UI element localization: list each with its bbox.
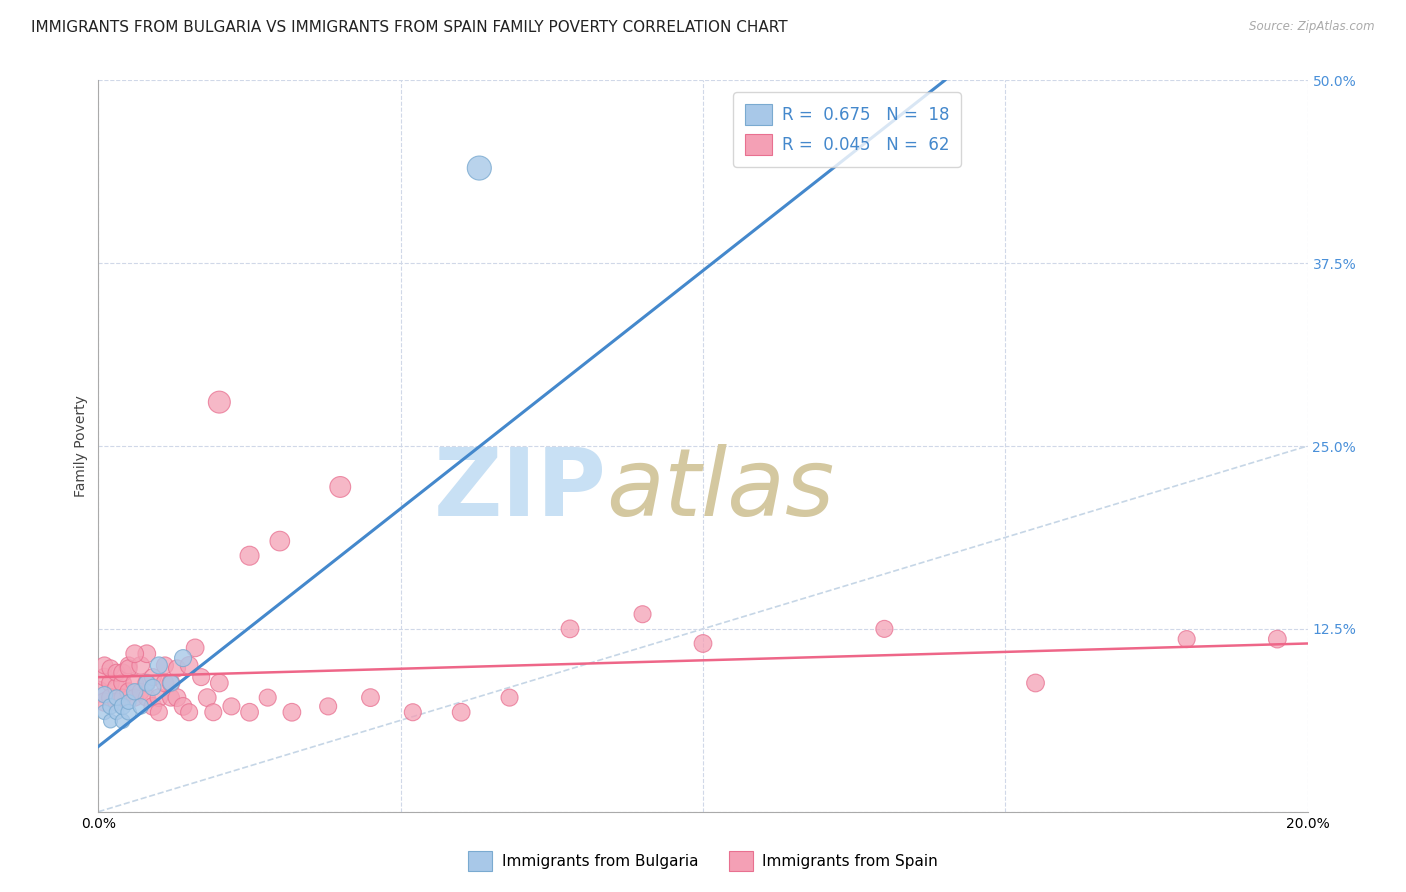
Point [111, 665, 134, 680]
Point [316, 699, 339, 714]
Point [124, 690, 146, 705]
Legend: Immigrants from Bulgaria, Immigrants from Spain: Immigrants from Bulgaria, Immigrants fro… [463, 846, 943, 877]
Point [135, 690, 157, 705]
Point [692, 636, 714, 650]
Point [208, 676, 231, 690]
Point [208, 395, 231, 409]
Point [256, 690, 278, 705]
Point [329, 480, 352, 494]
Point [100, 676, 122, 690]
Point [105, 681, 128, 695]
Point [111, 699, 134, 714]
Point [129, 685, 152, 699]
Legend: R =  0.675   N =  18, R =  0.045   N =  62: R = 0.675 N = 18, R = 0.045 N = 62 [733, 92, 960, 167]
Point [135, 676, 157, 690]
Point [118, 705, 141, 719]
Point [498, 690, 520, 705]
Point [239, 705, 262, 719]
Point [118, 661, 141, 675]
Point [269, 534, 291, 549]
Point [118, 658, 141, 673]
Point [221, 699, 243, 714]
Point [118, 685, 141, 699]
Point [239, 549, 262, 563]
Text: atlas: atlas [606, 444, 835, 535]
Point [873, 622, 896, 636]
Point [100, 661, 122, 675]
Point [179, 658, 201, 673]
Point [142, 699, 165, 714]
Point [87, 685, 110, 699]
Point [558, 622, 581, 636]
Point [166, 661, 188, 675]
Point [153, 658, 176, 673]
Point [1267, 632, 1289, 646]
Point [172, 651, 194, 665]
Point [100, 690, 122, 705]
Point [160, 676, 183, 690]
Point [124, 647, 146, 661]
Point [111, 676, 134, 690]
Point [129, 658, 152, 673]
Point [105, 665, 128, 680]
Point [360, 690, 382, 705]
Point [1024, 676, 1046, 690]
Point [1175, 632, 1198, 646]
Point [135, 676, 157, 690]
Point [93, 658, 115, 673]
Point [184, 640, 207, 655]
Point [450, 705, 472, 719]
Point [105, 705, 128, 719]
Point [100, 699, 122, 714]
Point [166, 690, 188, 705]
Text: IMMIGRANTS FROM BULGARIA VS IMMIGRANTS FROM SPAIN FAMILY POVERTY CORRELATION CHA: IMMIGRANTS FROM BULGARIA VS IMMIGRANTS F… [31, 20, 787, 35]
Point [142, 670, 165, 684]
Point [202, 705, 225, 719]
Point [93, 705, 115, 719]
Point [124, 676, 146, 690]
Point [153, 676, 176, 690]
Point [148, 705, 170, 719]
Point [93, 688, 115, 702]
Point [631, 607, 654, 622]
Point [93, 670, 115, 684]
Point [148, 690, 170, 705]
Point [179, 705, 201, 719]
Point [468, 161, 491, 175]
Point [100, 714, 122, 728]
Point [111, 690, 134, 705]
Point [281, 705, 304, 719]
Point [160, 676, 183, 690]
Point [172, 699, 194, 714]
Point [124, 685, 146, 699]
Text: Source: ZipAtlas.com: Source: ZipAtlas.com [1250, 20, 1375, 33]
Text: ZIP: ZIP [433, 444, 606, 536]
Point [105, 695, 128, 709]
Point [160, 690, 183, 705]
Point [111, 714, 134, 728]
Point [190, 670, 212, 684]
Point [105, 690, 128, 705]
Point [148, 658, 170, 673]
Y-axis label: Family Poverty: Family Poverty [75, 395, 89, 497]
Point [195, 690, 218, 705]
Point [93, 695, 115, 709]
Point [142, 681, 165, 695]
Point [118, 695, 141, 709]
Point [135, 647, 157, 661]
Point [129, 699, 152, 714]
Point [402, 705, 425, 719]
